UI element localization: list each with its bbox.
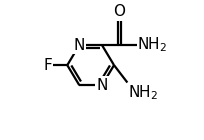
Text: F: F (43, 58, 52, 73)
Text: NH$_2$: NH$_2$ (137, 36, 168, 54)
Text: O: O (113, 4, 125, 19)
Text: NH$_2$: NH$_2$ (128, 83, 158, 102)
Text: N: N (96, 78, 108, 93)
Text: N: N (74, 38, 85, 53)
